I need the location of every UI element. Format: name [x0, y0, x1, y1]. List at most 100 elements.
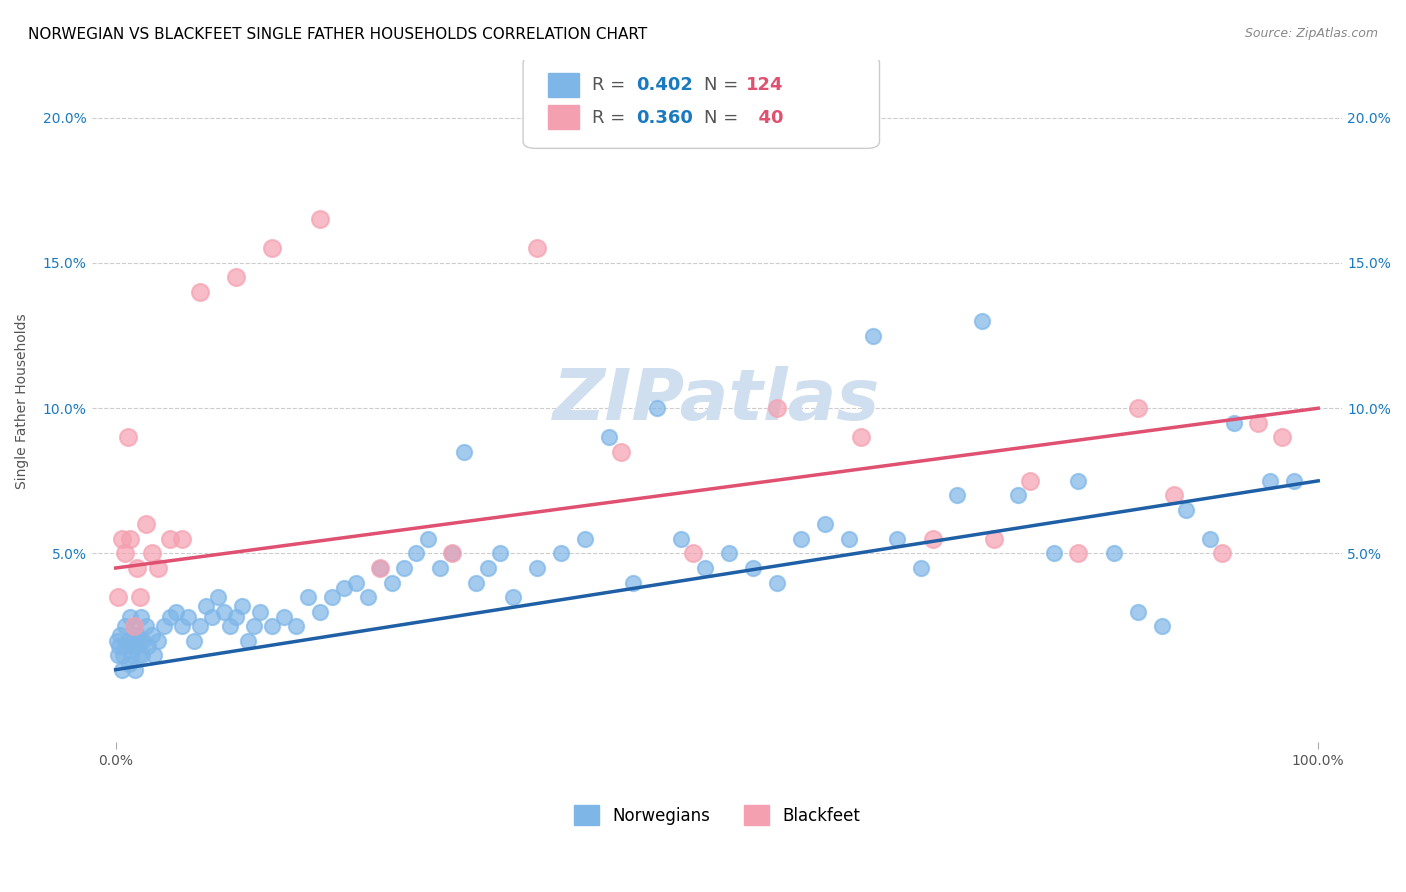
Text: 0.402: 0.402 — [636, 76, 693, 94]
Norwegians — [110, 628, 132, 642]
Norwegians — [1126, 605, 1149, 619]
Blackfeet — [526, 242, 548, 256]
Norwegians — [207, 590, 229, 604]
Text: Source: ZipAtlas.com: Source: ZipAtlas.com — [1244, 27, 1378, 40]
Blackfeet — [309, 212, 332, 227]
Norwegians — [118, 657, 141, 671]
Norwegians — [526, 561, 548, 575]
Norwegians — [194, 599, 217, 613]
Text: 0.360: 0.360 — [636, 109, 693, 127]
Norwegians — [1223, 416, 1246, 430]
Blackfeet — [1211, 546, 1233, 560]
Norwegians — [225, 610, 247, 624]
Norwegians — [1007, 488, 1029, 502]
Norwegians — [814, 517, 837, 532]
Blackfeet — [1018, 474, 1040, 488]
FancyBboxPatch shape — [548, 105, 579, 129]
Norwegians — [165, 605, 187, 619]
Text: R =: R = — [592, 109, 631, 127]
Blackfeet — [122, 619, 145, 633]
Blackfeet — [107, 590, 129, 604]
Blackfeet — [1247, 416, 1270, 430]
Norwegians — [321, 590, 343, 604]
Norwegians — [429, 561, 451, 575]
Norwegians — [159, 610, 181, 624]
Norwegians — [441, 546, 464, 560]
FancyBboxPatch shape — [523, 56, 880, 148]
Text: R =: R = — [592, 76, 631, 94]
Norwegians — [105, 633, 128, 648]
Norwegians — [297, 590, 319, 604]
Norwegians — [219, 619, 242, 633]
Norwegians — [344, 575, 367, 590]
Norwegians — [598, 430, 620, 444]
Norwegians — [502, 590, 524, 604]
Norwegians — [128, 648, 150, 662]
Norwegians — [621, 575, 644, 590]
Norwegians — [333, 582, 356, 596]
Norwegians — [285, 619, 308, 633]
Norwegians — [862, 328, 884, 343]
Norwegians — [111, 663, 134, 677]
Norwegians — [1102, 546, 1125, 560]
Norwegians — [135, 619, 157, 633]
Blackfeet — [141, 546, 163, 560]
Blackfeet — [441, 546, 464, 560]
Norwegians — [201, 610, 224, 624]
Blackfeet — [1067, 546, 1090, 560]
Norwegians — [1150, 619, 1173, 633]
Norwegians — [177, 610, 200, 624]
Norwegians — [132, 633, 155, 648]
Norwegians — [243, 619, 266, 633]
Norwegians — [143, 648, 166, 662]
Norwegians — [1282, 474, 1305, 488]
Norwegians — [115, 640, 138, 654]
Norwegians — [111, 648, 134, 662]
Text: N =: N = — [704, 76, 744, 94]
Norwegians — [128, 633, 150, 648]
Norwegians — [766, 575, 789, 590]
Norwegians — [131, 648, 153, 662]
Text: NORWEGIAN VS BLACKFEET SINGLE FATHER HOUSEHOLDS CORRELATION CHART: NORWEGIAN VS BLACKFEET SINGLE FATHER HOU… — [28, 27, 647, 42]
Blackfeet — [114, 546, 136, 560]
Blackfeet — [260, 242, 283, 256]
Norwegians — [574, 532, 596, 546]
Norwegians — [717, 546, 740, 560]
Norwegians — [122, 619, 145, 633]
Norwegians — [368, 561, 391, 575]
Blackfeet — [1163, 488, 1185, 502]
Norwegians — [125, 640, 148, 654]
Norwegians — [669, 532, 692, 546]
Norwegians — [129, 610, 152, 624]
Norwegians — [120, 610, 142, 624]
Norwegians — [1042, 546, 1064, 560]
Norwegians — [146, 633, 169, 648]
Norwegians — [107, 648, 129, 662]
Norwegians — [381, 575, 404, 590]
Norwegians — [152, 619, 174, 633]
Blackfeet — [922, 532, 945, 546]
Norwegians — [453, 445, 475, 459]
Text: 124: 124 — [745, 76, 783, 94]
Norwegians — [970, 314, 993, 328]
Norwegians — [838, 532, 860, 546]
Norwegians — [550, 546, 572, 560]
Norwegians — [212, 605, 235, 619]
Blackfeet — [120, 532, 142, 546]
Blackfeet — [117, 430, 139, 444]
Legend: Norwegians, Blackfeet: Norwegians, Blackfeet — [568, 798, 866, 832]
Blackfeet — [682, 546, 704, 560]
Blackfeet — [609, 445, 631, 459]
Blackfeet — [159, 532, 181, 546]
Norwegians — [477, 561, 499, 575]
Norwegians — [236, 633, 259, 648]
Blackfeet — [128, 590, 150, 604]
Norwegians — [357, 590, 380, 604]
Blackfeet — [1126, 401, 1149, 416]
FancyBboxPatch shape — [548, 73, 579, 97]
Blackfeet — [170, 532, 193, 546]
Norwegians — [188, 619, 211, 633]
Norwegians — [1199, 532, 1222, 546]
Blackfeet — [1271, 430, 1294, 444]
Blackfeet — [851, 430, 873, 444]
